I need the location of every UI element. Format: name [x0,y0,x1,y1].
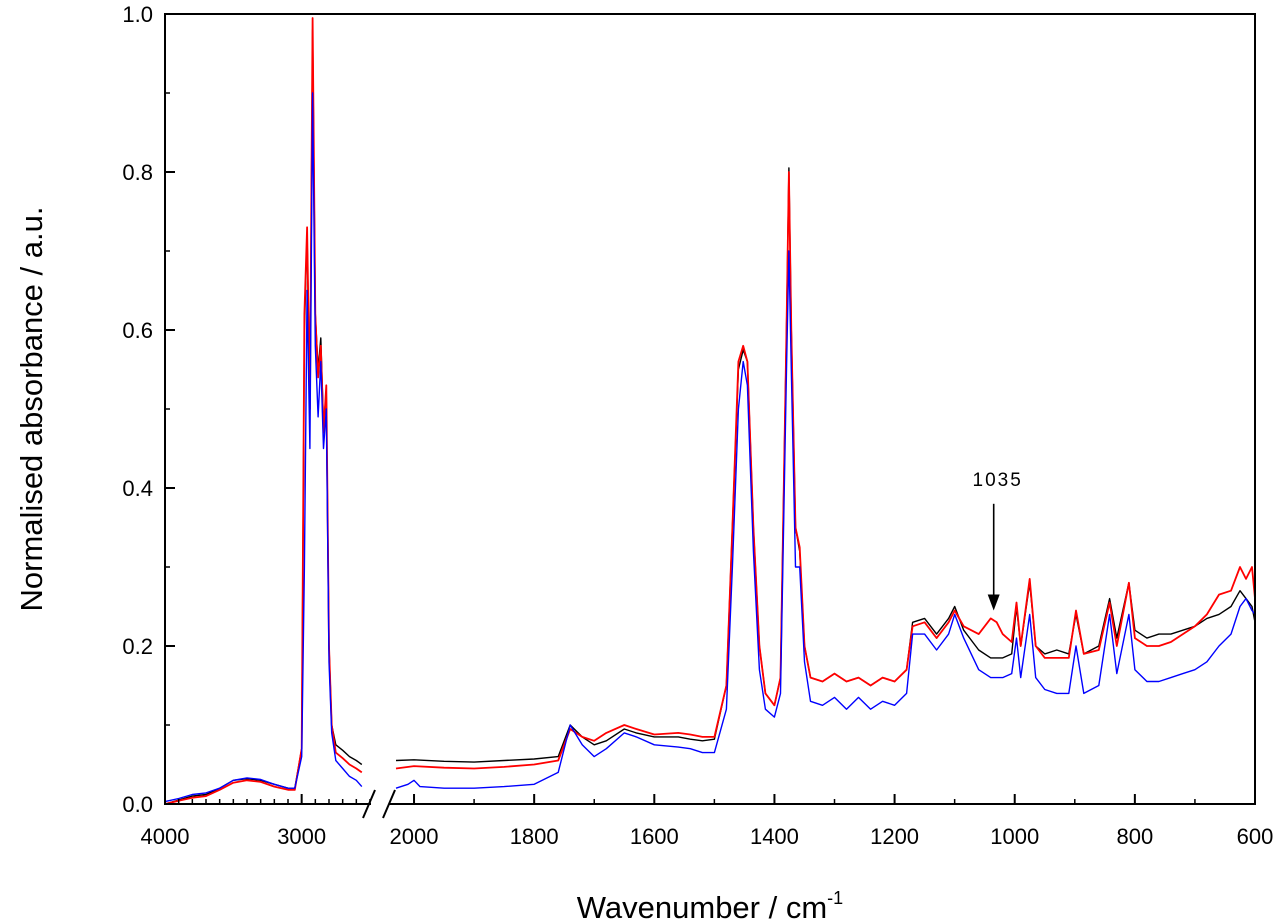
series-1-segment-1-line [395,171,1256,770]
series-2-segment-1-line [395,250,1256,789]
x-tick-label: 3000 [277,824,326,849]
annotation-arrow-head [987,594,1000,611]
x-tick-label: 1000 [990,824,1039,849]
axis-break-slash-right [382,789,396,819]
x-axis-title-text: Wavenumber / cm [577,890,827,923]
y-tick-label: 0.8 [122,160,153,185]
x-tick-label: 2000 [390,824,439,849]
x-tick-label: 600 [1237,824,1274,849]
x-tick-label: 1800 [510,824,559,849]
x-tick-label: 1600 [630,824,679,849]
series-2-segment-0-line [164,92,363,803]
y-tick-label: 0.6 [122,318,153,343]
y-tick-label: 1.0 [122,2,153,27]
x-axis-title-superscript: -1 [827,888,843,908]
x-tick-label: 1200 [870,824,919,849]
annotation-layer: 1035 [973,470,1023,611]
x-axis-title: Wavenumber / cm-1 [577,888,843,923]
axis-break [362,789,396,819]
y-tick-label: 0.0 [122,792,153,817]
series-layer [164,17,1256,805]
y-tick-label: 0.4 [122,476,153,501]
x-tick-label: 4000 [141,824,190,849]
y-axis-title: Normalised absorbance / a.u. [14,207,49,612]
axis-break-gap [371,801,389,807]
x-tick-label: 1400 [750,824,799,849]
ticks-layer: 4000 3000 2000 1800 1600 1400 1200 1000 800 600 0.… [122,2,1273,849]
annotation-label: 1035 [973,470,1023,491]
axis-break-slash-left [362,789,376,819]
x-tick-label: 800 [1117,824,1154,849]
y-tick-label: 0.2 [122,634,153,659]
series-1-segment-0-line [164,17,363,805]
